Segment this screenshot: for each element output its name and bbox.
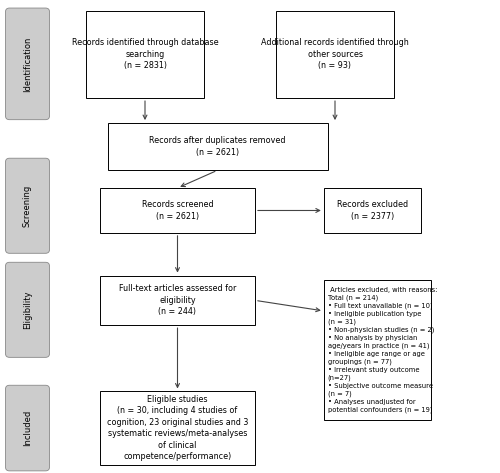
- Text: Records screened
(n = 2621): Records screened (n = 2621): [142, 200, 214, 221]
- FancyBboxPatch shape: [324, 280, 431, 420]
- FancyBboxPatch shape: [100, 188, 255, 233]
- FancyBboxPatch shape: [6, 385, 50, 471]
- Text: Eligible studies
(n = 30, including 4 studies of
cognition, 23 original studies : Eligible studies (n = 30, including 4 st…: [107, 395, 248, 461]
- Text: Full-text articles assessed for
eligibility
(n = 244): Full-text articles assessed for eligibil…: [119, 284, 236, 316]
- FancyBboxPatch shape: [6, 158, 50, 254]
- Text: Included: Included: [23, 410, 32, 446]
- Text: Eligibility: Eligibility: [23, 290, 32, 329]
- Text: Records excluded
(n = 2377): Records excluded (n = 2377): [337, 200, 408, 221]
- FancyBboxPatch shape: [108, 123, 328, 170]
- FancyBboxPatch shape: [324, 188, 421, 233]
- Text: Screening: Screening: [23, 184, 32, 227]
- FancyBboxPatch shape: [100, 392, 255, 464]
- FancyBboxPatch shape: [100, 275, 255, 325]
- Text: Identification: Identification: [23, 36, 32, 92]
- FancyBboxPatch shape: [276, 10, 394, 98]
- FancyBboxPatch shape: [6, 8, 50, 120]
- Text: Records after duplicates removed
(n = 2621): Records after duplicates removed (n = 26…: [149, 136, 286, 157]
- Text: Additional records identified through
other sources
(n = 93): Additional records identified through ot…: [261, 38, 409, 70]
- FancyBboxPatch shape: [86, 10, 204, 98]
- Text: Records identified through database
searching
(n = 2831): Records identified through database sear…: [72, 38, 219, 70]
- FancyBboxPatch shape: [6, 263, 50, 358]
- Text: Articles excluded, with reasons:
Total (n = 214)
• Full text unavailable (n = 10: Articles excluded, with reasons: Total (…: [328, 287, 437, 413]
